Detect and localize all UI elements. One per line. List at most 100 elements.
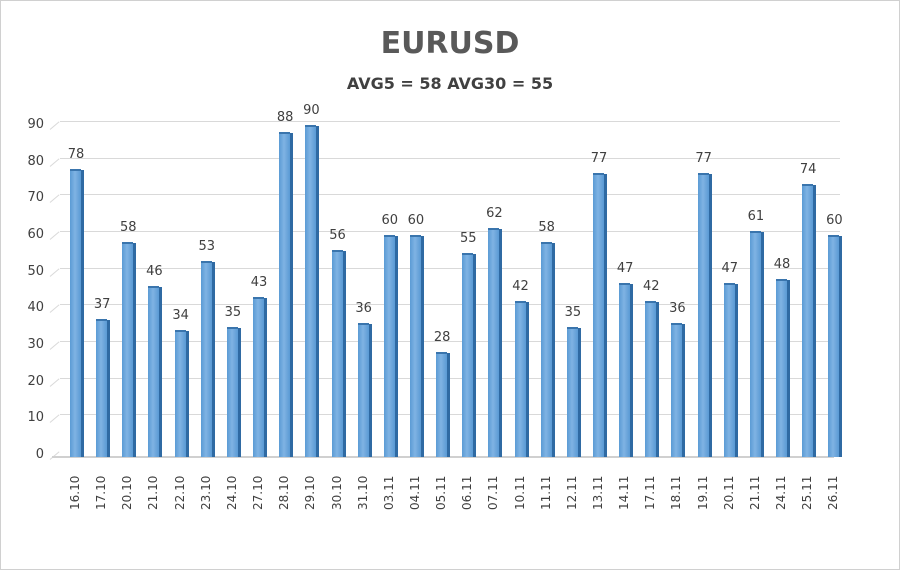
x-axis-tick-label: 21.11 [747,475,762,510]
data-label: 78 [67,147,85,162]
bar [226,326,238,457]
x-axis-tick-label: 22.10 [172,475,187,510]
bar [593,172,604,457]
x-axis-tick-label: 20.10 [120,475,135,510]
y-axis-tick-label: 90 [27,117,44,132]
bar-shadow [473,254,477,457]
bar [566,326,578,457]
data-label: 77 [695,150,712,166]
data-label: 77 [590,150,608,166]
gridline-depth [49,231,60,240]
bar [383,235,395,457]
bar [828,235,840,457]
bar-shadow [734,283,738,457]
bar [619,282,631,457]
gridline [60,267,840,269]
bar-shadow [760,232,764,457]
bar-shadow [499,228,503,457]
bar [148,286,160,457]
bar-shadow [813,184,817,457]
bar-shadow [342,250,346,457]
bar-shadow [682,324,686,457]
x-axis-tick-label: 07.11 [486,475,501,510]
y-axis-tick-label: 80 [27,153,44,169]
x-axis-tick-label: 17.10 [94,475,109,510]
x-axis-tick-label: 06.11 [460,475,475,510]
bar-shadow [290,133,294,457]
data-label: 46 [146,264,163,280]
bar-shadow [551,243,555,457]
y-axis-tick-label: 10 [27,410,44,426]
bar-shadow [81,170,84,457]
data-label: 43 [250,275,268,291]
chart-subtitle: AVG5 = 58 AVG30 = 55 [346,74,554,93]
bar-shadow [577,327,581,457]
data-label: 47 [721,260,739,276]
x-axis-tick-label: 18.11 [669,475,684,510]
bar [723,282,735,457]
bar [645,301,657,457]
data-label: 74 [799,161,817,177]
x-axis-tick-label: 25.11 [800,475,815,510]
bar [200,260,212,457]
x-axis-tick-label: 13.11 [591,475,605,510]
bar [488,227,500,457]
data-label: 36 [355,301,372,316]
data-label: 55 [459,231,477,247]
bar-shadow [525,302,529,457]
data-label: 88 [276,110,294,126]
data-label: 36 [669,301,686,316]
bar [331,249,343,457]
x-axis-tick-label: 28.10 [277,475,292,510]
bar [436,352,448,457]
data-label: 60 [826,213,843,228]
bar [462,253,474,457]
bar-shadow [159,287,163,457]
bar [514,301,526,457]
bar [540,242,552,457]
x-axis-tick-label: 27.10 [251,475,266,510]
bar [70,169,81,457]
data-label: 62 [486,205,503,221]
bar [122,242,134,457]
data-label: 56 [329,227,346,243]
bar [174,330,186,457]
bar [749,231,761,457]
x-axis-tick-label: 24.11 [774,475,789,510]
gridline-depth [49,304,60,314]
x-axis-tick-label: 19.11 [695,475,710,510]
data-label: 61 [747,209,765,225]
bar-shadow [839,236,843,457]
y-axis-tick-label: 0 [35,447,44,462]
bar-shadow [447,353,451,457]
bar-shadow [211,261,215,457]
bar-shadow [368,324,372,457]
gridline [60,194,840,196]
bar-shadow [133,243,137,457]
y-axis-tick-label: 40 [27,300,44,316]
gridline-depth [49,194,60,204]
bar-shadow [264,298,268,457]
bar [279,132,291,457]
data-label: 58 [120,220,137,236]
bar-shadow [185,331,189,457]
bar-shadow [708,173,712,457]
data-label: 35 [564,304,582,320]
gridline-depth [49,341,60,350]
data-label: 48 [773,257,791,272]
x-axis-tick-label: 16.10 [68,475,82,510]
x-axis-tick-label: 14.11 [617,475,632,510]
data-label: 53 [198,238,216,254]
gridline-depth [49,378,60,387]
bar [697,172,709,457]
bar [776,279,788,457]
x-axis-tick-label: 05.11 [434,475,449,510]
bar [409,235,421,457]
x-axis-tick-label: 29.10 [303,475,318,510]
bar-shadow [656,302,660,457]
data-label: 58 [538,220,555,236]
gridline [60,304,840,306]
gridline-depth [49,414,60,424]
bar-shadow [107,320,111,457]
